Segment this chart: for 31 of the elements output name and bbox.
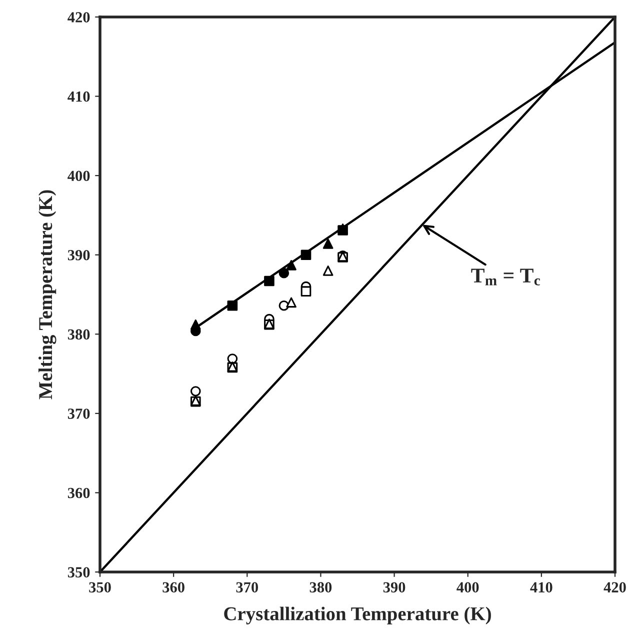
- y-tick-label: 400: [68, 170, 90, 182]
- x-tick-label: 360: [162, 582, 184, 592]
- point: [264, 276, 274, 286]
- point: [322, 238, 334, 249]
- x-tick-label: 410: [530, 582, 552, 592]
- point: [190, 386, 201, 396]
- y-tick-label: 350: [68, 567, 90, 578]
- y-tick-label: 410: [68, 91, 90, 102]
- x-axis-title: Crystallization Temperature (K): [224, 606, 491, 624]
- x-tick-label: 350: [89, 582, 111, 592]
- y-tick-label: 380: [68, 329, 90, 340]
- point: [286, 260, 296, 270]
- x-tick-label: 380: [310, 582, 332, 592]
- y-axis-title: Melting Temperature (K): [38, 190, 56, 400]
- point: [227, 354, 238, 364]
- point: [300, 286, 312, 296]
- x-tick-label: 390: [383, 582, 406, 592]
- point: [286, 297, 296, 308]
- y-tick-label: 370: [68, 408, 90, 419]
- x-tick-label: 400: [456, 582, 479, 592]
- y-tick-label: 390: [68, 250, 90, 260]
- x-tick-label: 370: [236, 582, 258, 592]
- annotation: T$_{m}$ = T$_{c}$: [471, 268, 540, 286]
- point: [322, 266, 334, 276]
- point: [278, 268, 290, 278]
- y-tick-label: 420: [68, 12, 90, 22]
- point: [190, 319, 201, 330]
- x-tick-label: 420: [604, 582, 626, 592]
- point: [227, 300, 238, 311]
- point: [300, 250, 312, 260]
- y-tick-label: 360: [68, 488, 90, 498]
